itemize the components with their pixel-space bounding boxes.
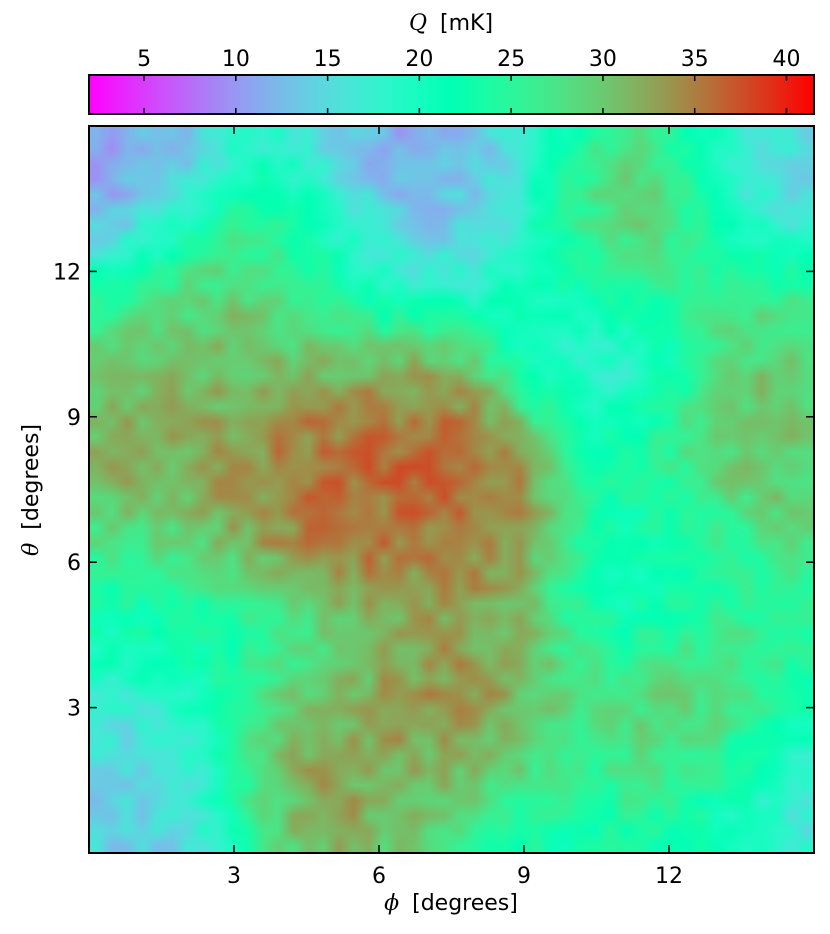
y-tick-label: 9	[67, 406, 81, 431]
x-tick-label: 9	[517, 864, 531, 889]
y-tick-label: 3	[67, 697, 81, 722]
colorbar-tick-label: 5	[137, 47, 151, 72]
x-tick-label: 12	[655, 864, 683, 889]
colorbar-ticks	[143, 75, 788, 114]
y-axis-label: θ [degrees]	[19, 424, 44, 556]
y-tick-label: 6	[67, 551, 81, 576]
colorbar-tick-label: 20	[405, 47, 433, 72]
y-axis-ticks: 3 6 9 12	[53, 260, 814, 722]
x-axis-ticks: 3 6 9 12	[227, 126, 683, 889]
colorbar-tick-label: 25	[497, 47, 525, 72]
x-axis-label: ϕ [degrees]	[384, 891, 518, 916]
colorbar-tick-label: 10	[222, 47, 250, 72]
x-tick-label: 3	[227, 864, 241, 889]
y-tick-label: 12	[53, 260, 81, 285]
colorbar-tick-label: 15	[314, 47, 342, 72]
heatmap-image	[89, 126, 814, 853]
x-tick-label: 6	[372, 864, 386, 889]
colorbar-tick-labels: 5 10 15 20 25 30 35 40	[137, 47, 800, 72]
plot-frame	[88, 125, 815, 854]
colorbar-tick-label: 40	[772, 47, 800, 72]
colorbar	[88, 74, 815, 115]
colorbar-tick-label: 30	[589, 47, 617, 72]
heatmap	[89, 126, 814, 853]
colorbar-tick-label: 35	[681, 47, 709, 72]
colorbar-label: Q [mK]	[409, 11, 493, 36]
